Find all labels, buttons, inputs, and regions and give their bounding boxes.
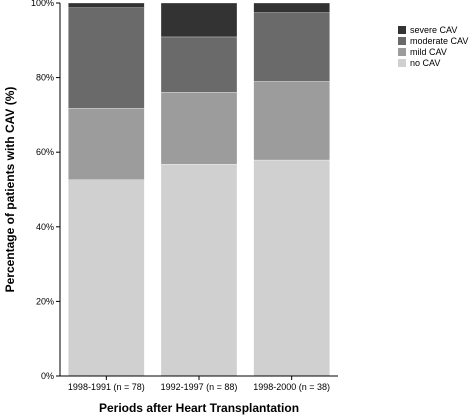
bar-segment-moderate-cav <box>253 12 330 82</box>
bar-segment-mild-cav <box>253 81 330 161</box>
legend-swatch-no-cav <box>398 59 406 67</box>
bars-group <box>68 2 330 377</box>
bar-segment-severe-cav <box>68 2 145 8</box>
bar-segment-severe-cav <box>253 2 330 13</box>
x-tick-label: 1998-2000 (n = 38) <box>253 382 330 392</box>
legend-swatch-severe-cav <box>398 26 406 34</box>
y-tick-label: 60% <box>36 147 54 157</box>
bar-segment-mild-cav <box>68 108 145 180</box>
y-tick-label: 80% <box>36 73 54 83</box>
y-axis-title: Percentage of patients with CAV (%) <box>3 87 17 293</box>
x-ticks-group: 1998-1991 (n = 78) 1992-1997 (n = 88) 1998… <box>68 376 330 392</box>
y-ticks-group: 0% 20% 40% 60% 80% 100% <box>31 0 60 381</box>
legend-swatch-moderate-cav <box>398 37 406 45</box>
x-tick-label: 1998-1991 (n = 78) <box>68 382 145 392</box>
bar-segment-severe-cav <box>160 2 238 38</box>
legend-label: moderate CAV <box>410 36 468 46</box>
bar-segment-mild-cav <box>160 91 238 165</box>
legend-label: mild CAV <box>410 47 447 57</box>
y-tick-label: 0% <box>41 371 54 381</box>
bar-segment-no-cav <box>68 179 145 377</box>
legend-label: severe CAV <box>410 25 457 35</box>
legend-label: no CAV <box>410 58 440 68</box>
legend-swatch-mild-cav <box>398 48 406 56</box>
bar-segment-no-cav <box>253 159 330 377</box>
bar-segment-moderate-cav <box>68 7 145 109</box>
y-tick-label: 20% <box>36 296 54 306</box>
x-tick-label: 1992-1997 (n = 88) <box>161 382 238 392</box>
bar-segment-moderate-cav <box>160 36 238 93</box>
y-tick-label: 40% <box>36 222 54 232</box>
x-axis-title: Periods after Heart Transplantation <box>99 401 299 415</box>
y-tick-label: 100% <box>31 0 54 8</box>
bar-segment-no-cav <box>160 163 238 377</box>
